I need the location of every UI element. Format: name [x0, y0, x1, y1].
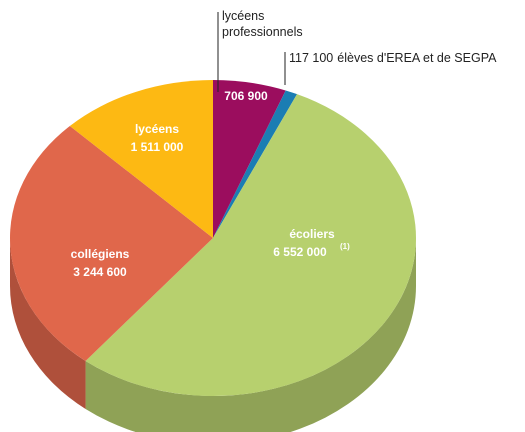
pie-slice [9, 125, 214, 361]
note: (1) [340, 242, 350, 251]
category-label: lycéens [135, 122, 179, 136]
pie-slice [213, 80, 286, 238]
outside-label: 117 100 élèves d'EREA et de SEGPA [289, 51, 497, 65]
pie-slice [69, 80, 213, 238]
value-label: 1 511 000 [131, 140, 184, 154]
pie-slice [85, 94, 416, 396]
value-label: 117 100 [289, 51, 333, 65]
value-label: 6 552 000 [273, 245, 327, 259]
category-label: élèves d'EREA et de SEGPA [337, 51, 497, 65]
pie-slice [213, 90, 298, 238]
value-label: 3 244 600 [73, 265, 127, 279]
category-label: collégiens [71, 247, 130, 261]
pie-side [85, 238, 416, 432]
pie-side [10, 238, 86, 409]
category-label: écoliers [289, 227, 335, 241]
value-label: 706 900 [224, 89, 268, 103]
outside-label: lycéens professionnels [222, 9, 303, 39]
